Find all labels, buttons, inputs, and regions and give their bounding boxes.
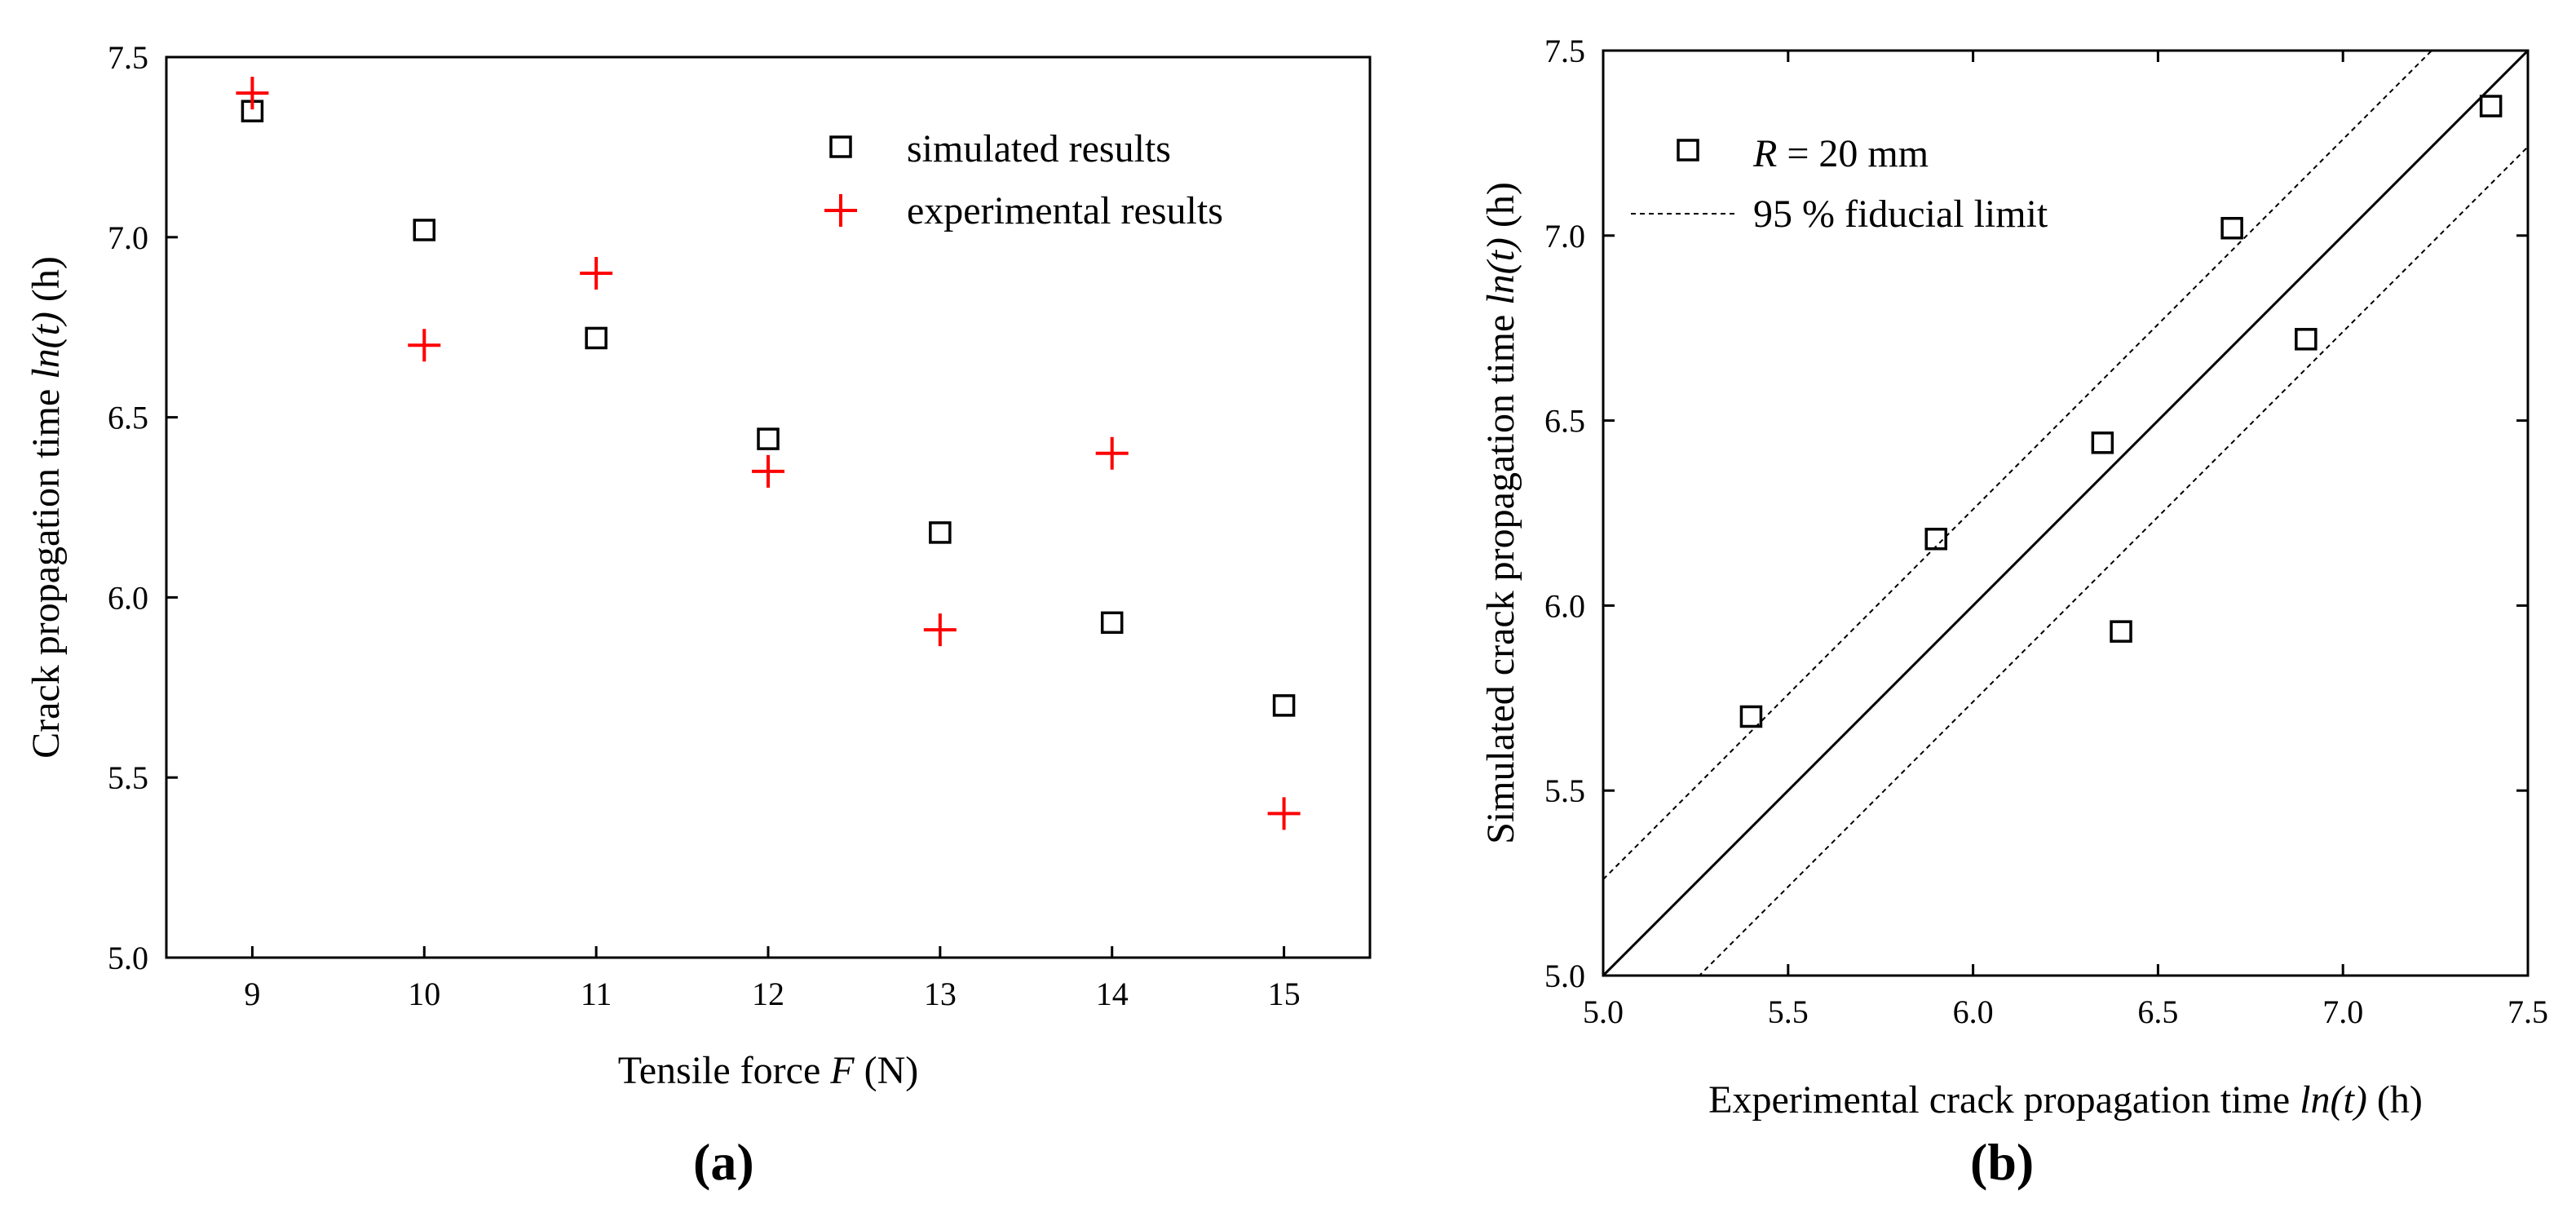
x-tick-label: 12 (752, 976, 784, 1012)
x-tick-label: 10 (408, 976, 440, 1012)
data-point-square (2110, 620, 2132, 643)
y-tick-label: 7.5 (1544, 33, 1585, 69)
legend-label-experimental: experimental results (907, 189, 1223, 232)
data-point-square (1100, 611, 1124, 635)
y-tick-label: 5.0 (108, 940, 148, 976)
panel-label-b: (b) (1970, 1133, 2034, 1191)
y-tick-label: 6.0 (108, 579, 148, 616)
data-point-square (2479, 95, 2503, 117)
chart-b-y-axis-label: Simulated crack propagation time ln(t) (… (1479, 182, 1522, 844)
data-point-plus (1267, 797, 1301, 830)
chart-b-legend: R = 20 mm 95 % fiducial limit (1631, 132, 2048, 236)
x-tick-label: 5.5 (1768, 994, 1809, 1030)
x-tick-label: 5.0 (1583, 994, 1624, 1030)
data-point-square (1924, 528, 1947, 551)
panel-label-a: (a) (693, 1133, 754, 1191)
data-point-plus (580, 256, 613, 290)
chart-a: 9 10 11 12 13 14 15 5.0 5.5 6.0 6.5 7.0 7.5 Tensile … (24, 39, 1372, 1191)
chart-b: 5.0 5.5 6.0 6.5 7.0 7.5 5.0 5.5 6.0 6.5 7.0 7.5 Exp… (1479, 33, 2548, 1191)
legend-label-fiducial: 95 % fiducial limit (1753, 193, 2048, 236)
chart-b-ticks: 5.0 5.5 6.0 6.5 7.0 7.5 5.0 5.5 6.0 6.5 7.0 7.5 (1544, 33, 2548, 1030)
chart-a-legend: simulated results experimental results (824, 127, 1223, 232)
chart-b-reference-lines (1603, 51, 2528, 976)
data-point-square (929, 521, 952, 544)
chart-a-marks (236, 77, 1301, 830)
data-point-square (413, 219, 436, 241)
data-point-plus (752, 454, 784, 488)
y-tick-label: 6.5 (108, 400, 148, 436)
data-point-square (1739, 705, 1763, 728)
data-point-square (2295, 328, 2318, 351)
legend-label-simulated: simulated results (907, 127, 1171, 170)
data-point-square (2220, 216, 2243, 240)
x-tick-label: 6.0 (1953, 994, 1994, 1030)
y-tick-label: 6.5 (1544, 403, 1585, 440)
chart-a-y-axis-label: Crack propagation time ln(t) (h) (24, 256, 68, 759)
chart-a-x-axis-label: Tensile force F (N) (618, 1049, 918, 1092)
chart-a-ticks: 9 10 11 12 13 14 15 5.0 5.5 6.0 6.5 7.0 7.5 (108, 39, 1301, 1012)
data-point-plus (1095, 436, 1129, 470)
x-tick-label: 13 (924, 976, 957, 1012)
chart-b-frame (1602, 49, 2530, 977)
identity-line (1603, 51, 2528, 976)
x-tick-label: 6.5 (2137, 994, 2178, 1030)
legend-marker-simulated (829, 135, 852, 158)
legend-marker-r20 (1677, 139, 1699, 162)
y-tick-label: 5.5 (1544, 772, 1585, 809)
data-point-square (2091, 431, 2114, 454)
y-tick-label: 5.0 (1544, 958, 1585, 994)
x-tick-label: 15 (1268, 976, 1301, 1012)
y-tick-label: 7.5 (108, 39, 148, 76)
x-tick-label: 14 (1096, 976, 1129, 1012)
data-point-square (757, 427, 780, 450)
data-point-square (585, 326, 608, 350)
data-point-plus (408, 329, 441, 362)
y-tick-label: 5.5 (108, 759, 148, 796)
chart-b-x-axis-label: Experimental crack propagation time ln(t… (1708, 1078, 2423, 1122)
y-tick-label: 7.0 (1544, 218, 1585, 254)
data-point-plus (236, 77, 269, 110)
x-tick-label: 11 (581, 976, 612, 1012)
x-tick-label: 9 (244, 976, 260, 1012)
fiducial-limit-line (1603, 51, 2433, 880)
fiducial-limit-line (1698, 146, 2528, 976)
chart-b-marks (1739, 95, 2503, 728)
y-tick-label: 7.0 (108, 219, 148, 256)
x-tick-label: 7.0 (2322, 994, 2363, 1030)
data-point-square (1272, 694, 1296, 717)
data-point-plus (923, 613, 957, 647)
x-tick-label: 7.5 (2508, 994, 2548, 1030)
legend-label-r20: R = 20 mm (1752, 132, 1929, 175)
y-tick-label: 6.0 (1544, 587, 1585, 624)
legend-marker-experimental (824, 194, 857, 227)
